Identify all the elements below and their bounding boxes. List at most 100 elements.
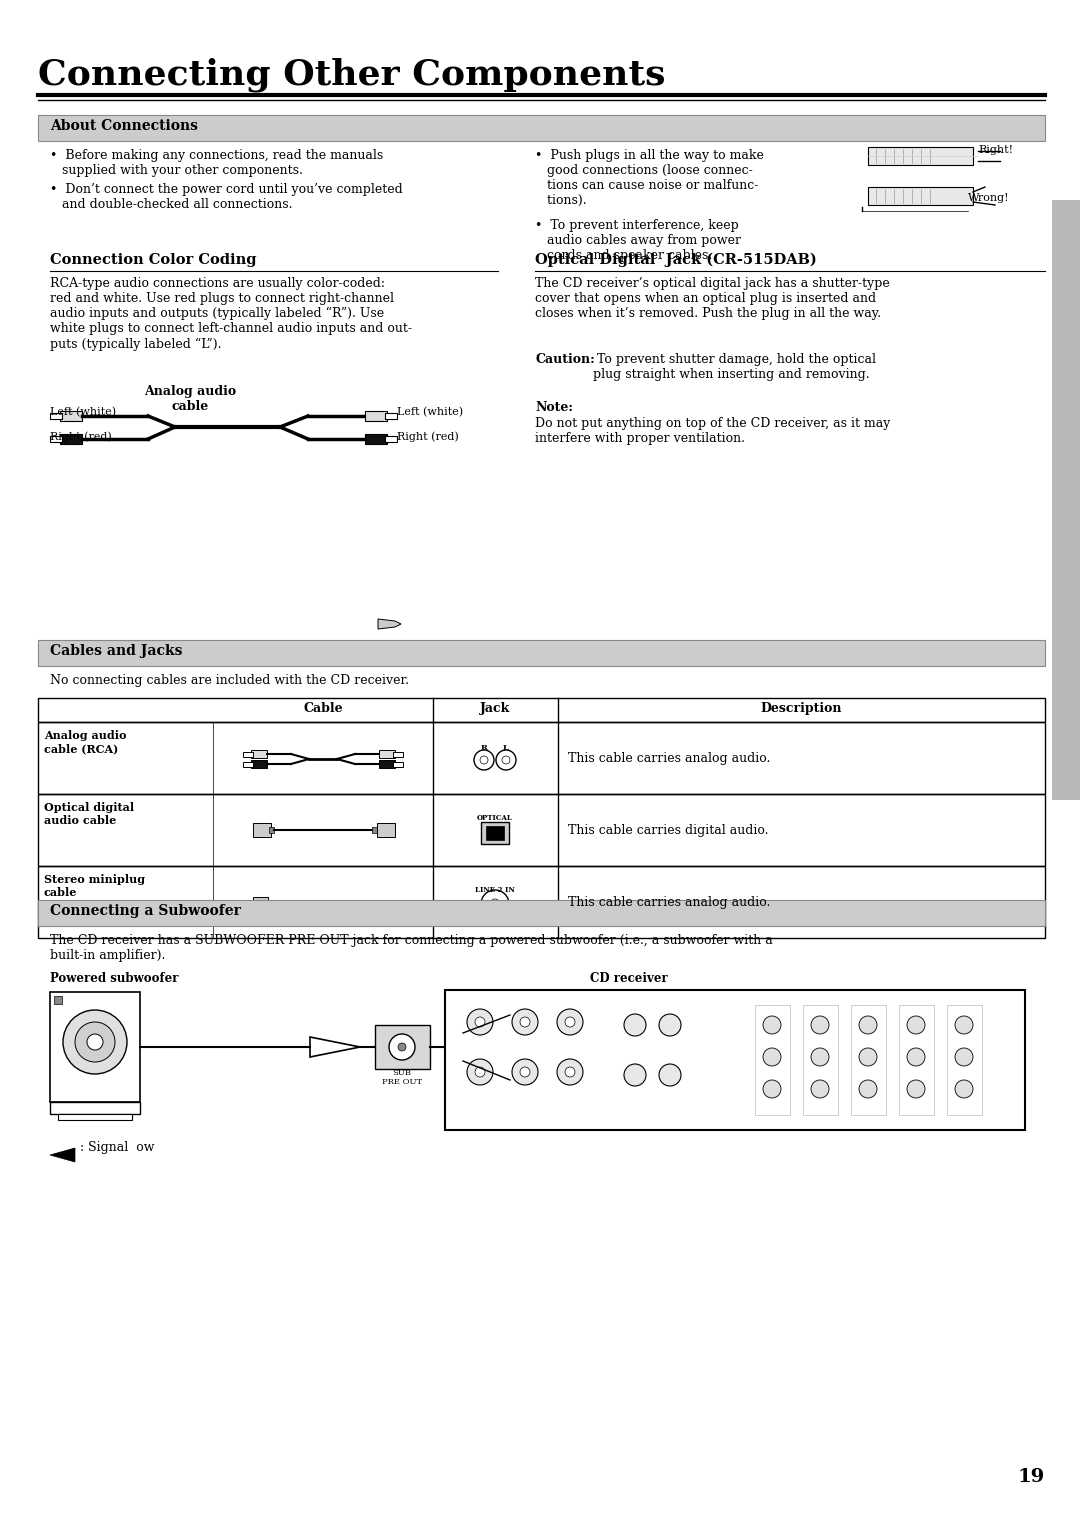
Bar [253, 823, 271, 836]
Bar [947, 1006, 982, 1116]
Bar [54, 996, 62, 1004]
Text: The CD receiver has a SUBWOOFER PRE OUT jack for connecting a powered subwoofer : The CD receiver has a SUBWOOFER PRE OUT … [50, 934, 773, 961]
Text: LINE 2 IN: LINE 2 IN [475, 887, 515, 894]
Text: 19: 19 [1017, 1468, 1045, 1486]
Text: •  Don’t connect the power cord until you’ve completed
   and double-checked all: • Don’t connect the power cord until you… [50, 183, 403, 211]
Circle shape [557, 1059, 583, 1085]
Circle shape [955, 1048, 973, 1067]
Circle shape [512, 1009, 538, 1035]
Circle shape [399, 1042, 406, 1051]
Bar [243, 761, 253, 768]
Bar [481, 823, 509, 844]
Bar [377, 823, 395, 836]
Bar [58, 1114, 132, 1120]
Text: Cable: Cable [303, 702, 342, 716]
Text: This cable carries analog audio.: This cable carries analog audio. [568, 896, 770, 909]
Polygon shape [378, 620, 401, 629]
Bar [50, 414, 62, 420]
Text: Do not put anything on top of the CD receiver, as it may
interfere with proper v: Do not put anything on top of the CD rec… [535, 417, 890, 446]
Bar [269, 827, 274, 833]
Text: : Signal  ow: : Signal ow [80, 1141, 154, 1155]
Circle shape [859, 1016, 877, 1035]
Circle shape [87, 1035, 103, 1050]
Bar [868, 146, 973, 165]
Text: About Connections: About Connections [50, 119, 198, 133]
Circle shape [475, 1067, 485, 1077]
Text: Analog audio
cable (RCA): Analog audio cable (RCA) [44, 729, 126, 754]
Circle shape [907, 1016, 924, 1035]
Bar [804, 1006, 838, 1116]
Circle shape [565, 1016, 575, 1027]
Text: Left (white): Left (white) [50, 407, 117, 417]
Text: OPTICAL: OPTICAL [477, 813, 513, 823]
Circle shape [762, 1048, 781, 1067]
Circle shape [624, 1064, 646, 1087]
Text: This cable carries analog audio.: This cable carries analog audio. [568, 752, 770, 765]
Circle shape [811, 1080, 829, 1099]
Text: Right (red): Right (red) [397, 430, 459, 441]
Circle shape [557, 1009, 583, 1035]
Circle shape [519, 1067, 530, 1077]
Text: Right!: Right! [978, 145, 1013, 156]
Text: No connecting cables are included with the CD receiver.: No connecting cables are included with t… [50, 674, 409, 687]
Text: Optical Digital  Jack (CR-515DAB): Optical Digital Jack (CR-515DAB) [535, 253, 816, 267]
Text: Note:: Note: [535, 401, 573, 414]
Bar [393, 761, 403, 768]
Text: L: L [503, 745, 509, 752]
Text: Cables and Jacks: Cables and Jacks [50, 644, 183, 658]
Circle shape [512, 1059, 538, 1085]
Bar [1052, 200, 1080, 800]
Bar [868, 188, 973, 204]
Circle shape [659, 1064, 681, 1087]
Bar [365, 433, 387, 444]
Circle shape [467, 1059, 492, 1085]
Text: CD receiver: CD receiver [590, 972, 667, 984]
Text: R: R [481, 745, 487, 752]
Text: Right (red): Right (red) [50, 430, 111, 441]
Circle shape [565, 1067, 575, 1077]
Bar [755, 1006, 789, 1116]
Bar [38, 722, 1045, 794]
Bar [365, 410, 387, 421]
Text: Description: Description [760, 702, 841, 716]
Text: Connecting a Subwoofer: Connecting a Subwoofer [50, 903, 241, 919]
Circle shape [907, 1048, 924, 1067]
Circle shape [475, 1016, 485, 1027]
Circle shape [859, 1080, 877, 1099]
Circle shape [467, 1009, 492, 1035]
Circle shape [859, 1048, 877, 1067]
Circle shape [63, 1010, 127, 1074]
Text: •  Before making any connections, read the manuals
   supplied with your other c: • Before making any connections, read th… [50, 150, 383, 177]
Bar [379, 760, 395, 768]
Text: This cable carries digital audio.: This cable carries digital audio. [568, 824, 769, 836]
Bar [851, 1006, 886, 1116]
Text: Optical digital
audio cable: Optical digital audio cable [44, 803, 134, 826]
Circle shape [762, 1016, 781, 1035]
Circle shape [75, 1022, 114, 1062]
Bar [486, 826, 504, 839]
Bar [38, 794, 1045, 865]
Bar [50, 436, 62, 443]
Text: RCA-type audio connections are usually color-coded:
red and white. Use red plugs: RCA-type audio connections are usually c… [50, 278, 411, 351]
Text: Caution:: Caution: [535, 353, 595, 366]
Bar [38, 865, 1045, 938]
Circle shape [811, 1048, 829, 1067]
Bar [375, 1025, 430, 1070]
Circle shape [811, 1016, 829, 1035]
Circle shape [907, 1080, 924, 1099]
Bar [251, 749, 267, 758]
Bar [50, 992, 140, 1102]
Bar [384, 436, 397, 443]
Circle shape [389, 1035, 415, 1061]
Circle shape [624, 1013, 646, 1036]
Bar [243, 752, 253, 757]
Text: Left (white): Left (white) [397, 407, 463, 417]
Bar [60, 433, 82, 444]
Text: •  To prevent interference, keep
   audio cables away from power
   cords and sp: • To prevent interference, keep audio ca… [535, 220, 741, 262]
Circle shape [955, 1016, 973, 1035]
Bar [50, 1102, 140, 1114]
Text: •  Push plugs in all the way to make
   good connections (loose connec-
   tions: • Push plugs in all the way to make good… [535, 150, 764, 208]
Bar [251, 760, 267, 768]
Bar [38, 697, 1045, 722]
Text: Analog audio
cable: Analog audio cable [144, 385, 237, 414]
